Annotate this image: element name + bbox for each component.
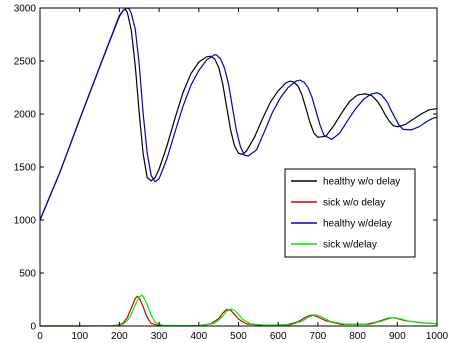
x-tick-label: 900 bbox=[389, 331, 406, 342]
series-layer bbox=[39, 7, 438, 327]
series-line-2 bbox=[39, 7, 438, 221]
y-tick-label: 1000 bbox=[14, 216, 37, 227]
x-tick-label: 100 bbox=[71, 331, 88, 342]
legend-label-1: sick w/o delay bbox=[323, 198, 385, 209]
legend-label-3: sick w/delay bbox=[323, 240, 377, 251]
x-tick-label: 200 bbox=[111, 331, 128, 342]
x-tick-label: 700 bbox=[310, 331, 327, 342]
y-tick-label: 3000 bbox=[14, 4, 37, 15]
legend-box bbox=[284, 168, 416, 258]
legend-label-0: healthy w/o delay bbox=[323, 177, 400, 188]
series-line-0 bbox=[39, 8, 438, 221]
y-tick-label: 2500 bbox=[14, 57, 37, 68]
legend-label-2: healthy w/delay bbox=[323, 219, 392, 230]
x-tick-label: 800 bbox=[349, 331, 366, 342]
x-tick-label: 400 bbox=[190, 331, 207, 342]
x-tick-label: 500 bbox=[230, 331, 247, 342]
x-tick-label: 0 bbox=[37, 331, 43, 342]
x-tick-label: 1000 bbox=[426, 331, 449, 342]
y-tick-label: 0 bbox=[30, 322, 36, 333]
legend: healthy w/o delay sick w/o delay healthy w… bbox=[284, 168, 416, 258]
x-tick-label: 300 bbox=[151, 331, 168, 342]
series-line-3 bbox=[40, 294, 438, 327]
y-tick-label: 500 bbox=[19, 269, 36, 280]
x-tick-label: 600 bbox=[270, 331, 287, 342]
series-line-1 bbox=[40, 295, 438, 327]
y-tick-label: 1500 bbox=[14, 163, 37, 174]
y-tick-label: 2000 bbox=[14, 110, 37, 121]
axis-layer: 0 100 200 300 400 500 600 700 800 900 1000 0 500 1000… bbox=[14, 4, 449, 343]
